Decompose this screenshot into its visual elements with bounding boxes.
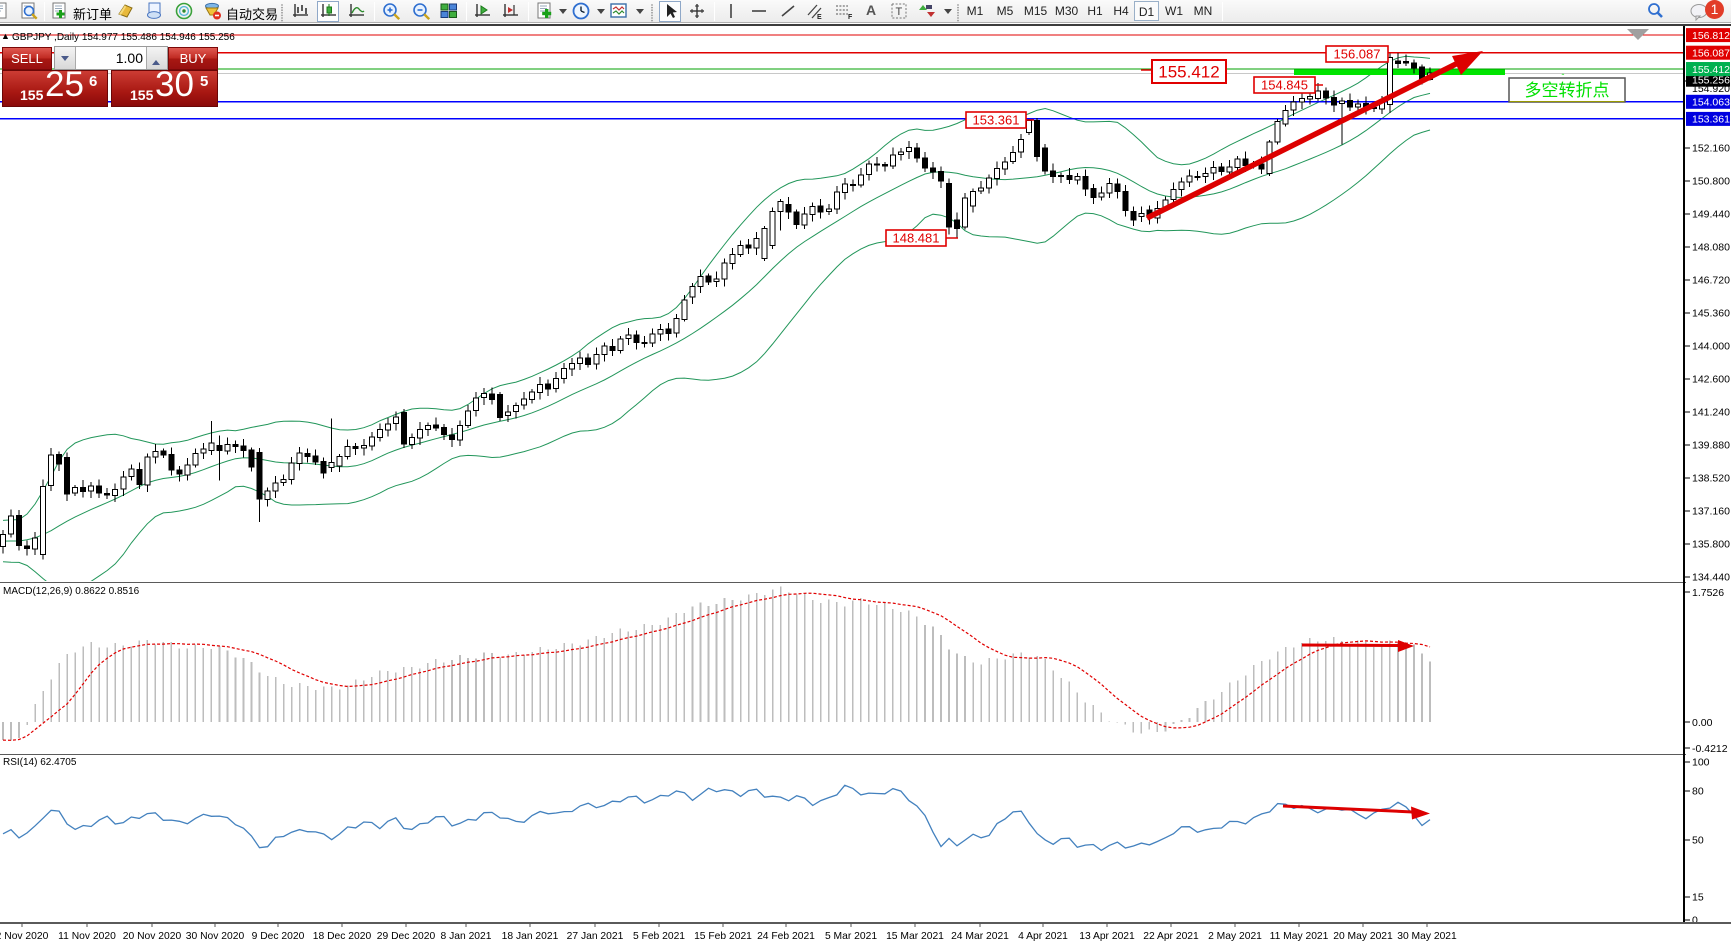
svg-text:156.812: 156.812 <box>1692 30 1730 42</box>
svg-text:20 May 2021: 20 May 2021 <box>1333 931 1393 942</box>
svg-text:5 Mar 2021: 5 Mar 2021 <box>825 931 877 942</box>
svg-text:1.7526: 1.7526 <box>1692 587 1724 599</box>
svg-text:134.440: 134.440 <box>1692 571 1730 583</box>
svg-text:▲: ▲ <box>1 31 10 41</box>
svg-text:2 May 2021: 2 May 2021 <box>1208 931 1262 942</box>
svg-text:22 Apr 2021: 22 Apr 2021 <box>1143 931 1199 942</box>
svg-text:RSI(14) 62.4705: RSI(14) 62.4705 <box>3 757 77 768</box>
svg-text:155.412: 155.412 <box>1692 64 1730 76</box>
svg-text:30 Nov 2020: 30 Nov 2020 <box>186 931 245 942</box>
svg-text:156.087: 156.087 <box>1692 48 1730 60</box>
svg-text:MACD(12,26,9) 0.8622 0.8516: MACD(12,26,9) 0.8622 0.8516 <box>3 586 140 597</box>
svg-text:27 Jan 2021: 27 Jan 2021 <box>567 931 624 942</box>
svg-text:ˆ: ˆ <box>1562 73 1565 82</box>
svg-text:9 Dec 2020: 9 Dec 2020 <box>252 931 305 942</box>
svg-text:155.256: 155.256 <box>1692 75 1730 87</box>
svg-text:29 Dec 2020: 29 Dec 2020 <box>377 931 436 942</box>
svg-text:E: E <box>817 14 822 21</box>
svg-text:139.880: 139.880 <box>1692 439 1730 451</box>
svg-text:142.600: 142.600 <box>1692 374 1730 386</box>
svg-text:5 Feb 2021: 5 Feb 2021 <box>633 931 685 942</box>
svg-text:4 Apr 2021: 4 Apr 2021 <box>1018 931 1068 942</box>
svg-text:GBPJPY ,Daily 154.977 155.486: GBPJPY ,Daily 154.977 155.486 154.946 15… <box>12 32 235 43</box>
svg-text:146.720: 146.720 <box>1692 275 1730 287</box>
svg-text:-0.4212: -0.4212 <box>1692 743 1728 755</box>
svg-text:148.481: 148.481 <box>893 231 940 246</box>
svg-text:154.845: 154.845 <box>1261 78 1308 93</box>
svg-text:11 May 2021: 11 May 2021 <box>1270 931 1329 942</box>
svg-text:20 Nov 2020: 20 Nov 2020 <box>123 931 182 942</box>
svg-text:148.080: 148.080 <box>1692 242 1730 254</box>
svg-text:137.160: 137.160 <box>1692 505 1730 517</box>
svg-text:F: F <box>848 14 853 21</box>
svg-text:141.240: 141.240 <box>1692 406 1730 418</box>
svg-text:24 Mar 2021: 24 Mar 2021 <box>951 931 1009 942</box>
svg-text:0.00: 0.00 <box>1692 717 1713 729</box>
svg-text:150.800: 150.800 <box>1692 176 1730 188</box>
svg-text:15 Feb 2021: 15 Feb 2021 <box>694 931 752 942</box>
svg-text:2 Nov 2020: 2 Nov 2020 <box>0 931 49 942</box>
svg-text:153.361: 153.361 <box>1692 114 1730 126</box>
svg-text:8 Jan 2021: 8 Jan 2021 <box>441 931 492 942</box>
svg-text:30 May 2021: 30 May 2021 <box>1397 931 1457 942</box>
svg-text:80: 80 <box>1692 786 1704 798</box>
svg-text:138.520: 138.520 <box>1692 472 1730 484</box>
svg-text:153.361: 153.361 <box>973 113 1020 128</box>
svg-text:154.063: 154.063 <box>1692 97 1730 109</box>
svg-text:18 Jan 2021: 18 Jan 2021 <box>502 931 559 942</box>
svg-text:152.160: 152.160 <box>1692 143 1730 155</box>
svg-text:15: 15 <box>1692 892 1704 904</box>
svg-text:50: 50 <box>1692 835 1704 847</box>
svg-text:13 Apr 2021: 13 Apr 2021 <box>1079 931 1135 942</box>
svg-text:T: T <box>896 6 903 18</box>
svg-text:144.000: 144.000 <box>1692 341 1730 353</box>
svg-text:11 Nov 2020: 11 Nov 2020 <box>58 931 116 942</box>
svg-text:100: 100 <box>1692 757 1710 769</box>
svg-text:145.360: 145.360 <box>1692 308 1730 320</box>
svg-text:多空转折点: 多空转折点 <box>1525 81 1610 100</box>
svg-text:24 Feb 2021: 24 Feb 2021 <box>757 931 815 942</box>
svg-text:149.440: 149.440 <box>1692 209 1730 221</box>
svg-text:0: 0 <box>1692 915 1698 927</box>
svg-text:18 Dec 2020: 18 Dec 2020 <box>313 931 372 942</box>
svg-text:155.412: 155.412 <box>1158 63 1219 82</box>
svg-text:135.800: 135.800 <box>1692 538 1730 550</box>
svg-text:15 Mar 2021: 15 Mar 2021 <box>886 931 944 942</box>
svg-text:156.087: 156.087 <box>1334 47 1381 62</box>
